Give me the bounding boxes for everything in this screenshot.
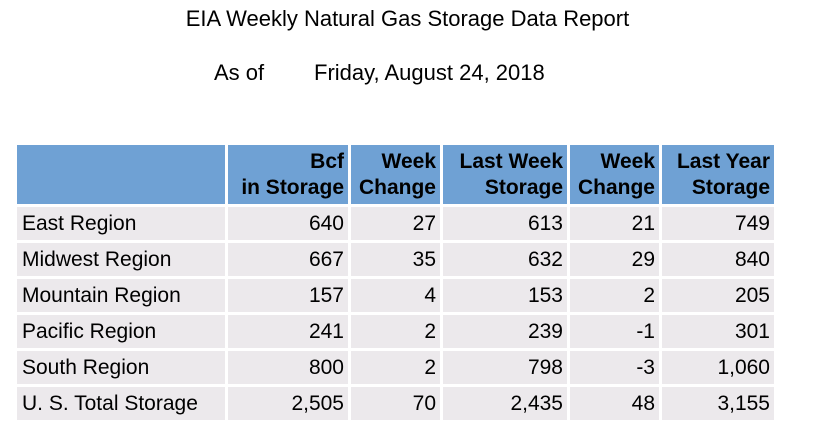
last-week-storage-cell: 613 <box>443 207 567 240</box>
week-change-cell: 70 <box>351 387 440 420</box>
bcf-cell: 2,505 <box>228 387 348 420</box>
region-cell: Midwest Region <box>17 243 225 276</box>
table-row: Midwest Region 667 35 632 29 840 <box>17 243 774 276</box>
header-region <box>17 145 225 204</box>
as-of-date: Friday, August 24, 2018 <box>314 60 545 85</box>
header-week-change-line1: Week <box>381 150 436 173</box>
as-of-label: As of <box>214 60 265 85</box>
header-last-week-storage: Last Week Storage <box>443 145 567 204</box>
storage-table: Bcf in Storage Week Change Last Week Storag… <box>14 142 777 423</box>
last-year-storage-cell: 840 <box>662 243 774 276</box>
header-bcf-in-storage: Bcf in Storage <box>228 145 348 204</box>
last-year-storage-cell: 1,060 <box>662 351 774 384</box>
week-change-cell: 4 <box>351 279 440 312</box>
last-week-change-cell: 29 <box>570 243 659 276</box>
header-bcf-line1: Bcf <box>310 150 344 173</box>
last-year-storage-cell: 3,155 <box>662 387 774 420</box>
week-change-cell: 27 <box>351 207 440 240</box>
table-row: Mountain Region 157 4 153 2 205 <box>17 279 774 312</box>
table-row: South Region 800 2 798 -3 1,060 <box>17 351 774 384</box>
bcf-cell: 667 <box>228 243 348 276</box>
last-week-change-cell: -1 <box>570 315 659 348</box>
table-row: East Region 640 27 613 21 749 <box>17 207 774 240</box>
header-last-week-change-line2: Change <box>577 176 655 199</box>
table-row: Pacific Region 241 2 239 -1 301 <box>17 315 774 348</box>
table-row-total: U. S. Total Storage 2,505 70 2,435 48 3,… <box>17 387 774 420</box>
header-last-week-change-line1: Week <box>600 150 655 173</box>
region-cell: East Region <box>17 207 225 240</box>
header-last-week-change: Week Change <box>570 145 659 204</box>
bcf-cell: 157 <box>228 279 348 312</box>
region-cell: South Region <box>17 351 225 384</box>
header-bcf-line2: in Storage <box>241 176 344 199</box>
last-year-storage-cell: 301 <box>662 315 774 348</box>
week-change-cell: 35 <box>351 243 440 276</box>
last-year-storage-cell: 205 <box>662 279 774 312</box>
bcf-cell: 640 <box>228 207 348 240</box>
region-cell: Pacific Region <box>17 315 225 348</box>
header-last-year-storage: Last Year Storage <box>662 145 774 204</box>
last-week-change-cell: 21 <box>570 207 659 240</box>
header-last-week-storage-line1: Last Week <box>459 150 564 173</box>
header-week-change: Week Change <box>351 145 440 204</box>
last-week-storage-cell: 2,435 <box>443 387 567 420</box>
table-header-row: Bcf in Storage Week Change Last Week Storag… <box>17 145 774 204</box>
region-cell: U. S. Total Storage <box>17 387 225 420</box>
header-week-change-line2: Change <box>358 176 436 199</box>
last-week-change-cell: 2 <box>570 279 659 312</box>
week-change-cell: 2 <box>351 315 440 348</box>
last-week-storage-cell: 153 <box>443 279 567 312</box>
header-last-year-storage-line1: Last Year <box>676 150 770 173</box>
last-year-storage-cell: 749 <box>662 207 774 240</box>
region-cell: Mountain Region <box>17 279 225 312</box>
report-title: EIA Weekly Natural Gas Storage Data Repo… <box>185 6 630 31</box>
last-week-storage-cell: 632 <box>443 243 567 276</box>
last-week-change-cell: -3 <box>570 351 659 384</box>
header-last-year-storage-line2: Storage <box>691 176 770 199</box>
bcf-cell: 800 <box>228 351 348 384</box>
last-week-storage-cell: 239 <box>443 315 567 348</box>
week-change-cell: 2 <box>351 351 440 384</box>
last-week-change-cell: 48 <box>570 387 659 420</box>
bcf-cell: 241 <box>228 315 348 348</box>
header-last-week-storage-line2: Storage <box>484 176 563 199</box>
last-week-storage-cell: 798 <box>443 351 567 384</box>
